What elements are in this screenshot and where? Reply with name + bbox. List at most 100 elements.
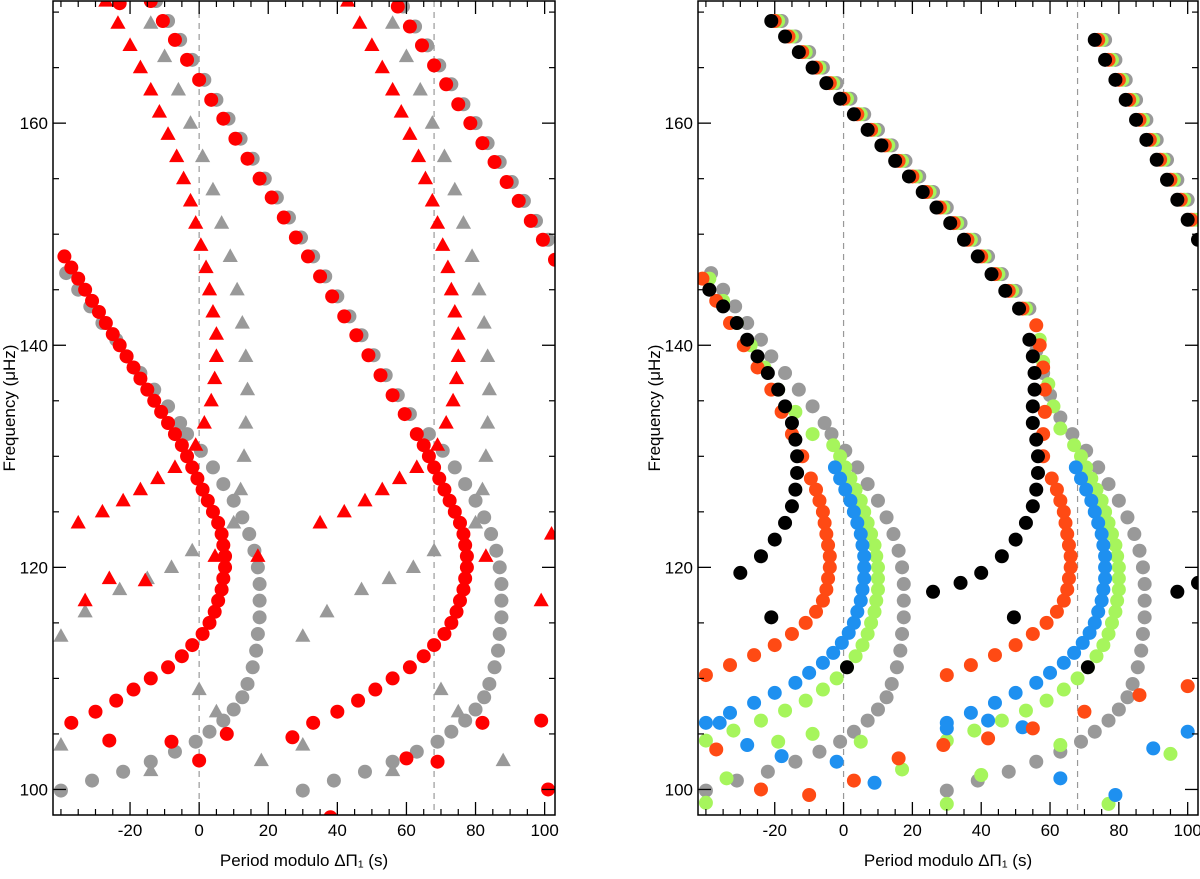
triangle-marker bbox=[533, 592, 549, 607]
point bbox=[855, 538, 870, 553]
point bbox=[1170, 584, 1185, 599]
point bbox=[728, 299, 743, 314]
triangle-marker bbox=[353, 581, 370, 596]
point bbox=[1137, 593, 1152, 608]
triangle-marker bbox=[207, 548, 223, 562]
point bbox=[1120, 690, 1135, 705]
point bbox=[803, 471, 818, 486]
point bbox=[249, 643, 264, 658]
point bbox=[867, 604, 882, 619]
point bbox=[998, 283, 1013, 298]
point bbox=[767, 685, 782, 700]
point bbox=[85, 773, 100, 788]
point bbox=[778, 515, 793, 530]
point bbox=[402, 19, 417, 34]
point bbox=[1053, 738, 1068, 753]
point bbox=[1108, 72, 1123, 87]
triangle-marker bbox=[198, 259, 214, 274]
point bbox=[829, 754, 844, 769]
point bbox=[1129, 112, 1144, 127]
point bbox=[188, 734, 203, 749]
point bbox=[211, 515, 226, 530]
point bbox=[414, 38, 429, 53]
point bbox=[767, 532, 782, 547]
triangle-marker bbox=[207, 370, 223, 385]
triangle-marker bbox=[352, 15, 368, 29]
triangle-marker bbox=[438, 414, 454, 429]
point bbox=[190, 471, 205, 486]
point bbox=[805, 726, 820, 741]
x-tick-label: 80 bbox=[1109, 821, 1128, 840]
x-tick-label: 20 bbox=[903, 821, 922, 840]
triangle-marker bbox=[238, 414, 254, 429]
point bbox=[192, 753, 207, 768]
point bbox=[805, 399, 820, 414]
triangle-marker bbox=[193, 237, 209, 251]
triangle-marker bbox=[77, 592, 93, 607]
point bbox=[490, 643, 505, 658]
point bbox=[891, 543, 906, 558]
point bbox=[853, 734, 868, 749]
point bbox=[891, 751, 906, 766]
point bbox=[1025, 349, 1040, 364]
point bbox=[185, 460, 200, 475]
point bbox=[489, 543, 504, 558]
point bbox=[896, 593, 911, 608]
point bbox=[451, 97, 466, 112]
x-tick-label: 100 bbox=[1173, 821, 1200, 840]
point bbox=[397, 407, 412, 422]
point bbox=[1149, 152, 1164, 167]
point bbox=[1087, 615, 1102, 630]
point bbox=[226, 493, 241, 508]
point bbox=[1065, 427, 1080, 442]
point bbox=[1101, 515, 1116, 530]
point bbox=[1061, 538, 1076, 553]
point bbox=[1039, 615, 1054, 630]
point bbox=[1070, 671, 1085, 686]
point bbox=[774, 749, 789, 764]
point bbox=[809, 604, 824, 619]
point bbox=[195, 626, 210, 641]
y-tick-label: 140 bbox=[20, 336, 48, 355]
point bbox=[306, 715, 321, 730]
point bbox=[857, 504, 872, 519]
point bbox=[535, 232, 550, 247]
point bbox=[853, 593, 868, 608]
triangle-marker bbox=[101, 570, 117, 585]
triangle-marker bbox=[391, 470, 408, 485]
y-axis-label: Frequency (μHz) bbox=[0, 345, 19, 472]
point bbox=[829, 671, 844, 686]
point bbox=[860, 477, 875, 492]
point bbox=[939, 796, 954, 811]
point bbox=[205, 460, 220, 475]
point bbox=[167, 32, 182, 47]
triangle-marker bbox=[447, 303, 463, 318]
triangle-marker bbox=[143, 81, 159, 96]
point bbox=[385, 388, 400, 403]
point bbox=[893, 643, 908, 658]
point bbox=[857, 560, 872, 575]
triangle-marker bbox=[393, 104, 409, 118]
triangle-marker bbox=[132, 59, 149, 74]
point bbox=[963, 705, 978, 720]
point bbox=[1087, 32, 1102, 47]
point bbox=[1074, 449, 1089, 464]
point bbox=[850, 460, 865, 475]
plot-frame bbox=[52, 0, 556, 816]
plot-frame bbox=[697, 0, 1199, 816]
point bbox=[867, 775, 882, 790]
triangle-marker bbox=[340, 1, 356, 7]
triangle-marker bbox=[205, 181, 221, 196]
point bbox=[200, 493, 215, 508]
point bbox=[833, 91, 848, 106]
point bbox=[1061, 571, 1076, 586]
y-tick-label: 160 bbox=[20, 114, 48, 133]
point bbox=[468, 702, 483, 717]
triangle-marker bbox=[405, 559, 421, 573]
y-tick-label: 140 bbox=[665, 336, 693, 355]
point bbox=[1056, 682, 1071, 697]
x-tick-label: 0 bbox=[194, 821, 203, 840]
triangle-marker bbox=[163, 559, 180, 573]
point bbox=[402, 660, 417, 675]
point bbox=[140, 382, 155, 397]
